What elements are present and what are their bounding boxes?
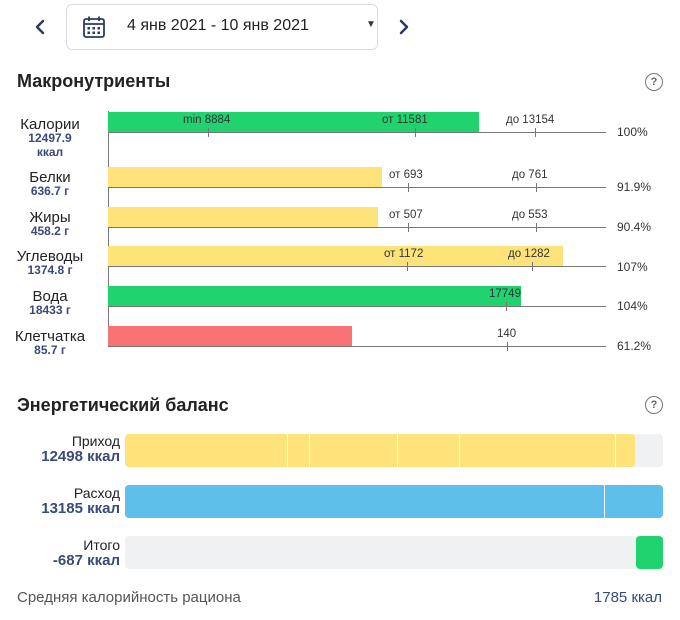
chevron-left-icon (35, 19, 45, 35)
calories-tick-min (208, 128, 209, 137)
water-tick-norm-label: 17749 (489, 288, 521, 300)
calories-value: 12497.9 (28, 131, 72, 145)
protein-tick-to (536, 183, 537, 192)
fiber-bar (108, 326, 352, 346)
carbs-value: 1374.8 г (27, 263, 73, 277)
expense-value: 13185 ккал (41, 500, 120, 517)
income-label: Приход (71, 433, 120, 449)
total-track (125, 536, 663, 569)
fiber-name: Клетчатка (14, 328, 86, 345)
fat-bar (108, 207, 378, 227)
water-percent: 104% (617, 299, 648, 313)
carbs-tick-from (407, 262, 408, 271)
carbs-bar (108, 246, 563, 266)
fiber-value: 85.7 г (34, 343, 66, 357)
protein-tick-from-label: от 693 (389, 169, 423, 181)
calendar-icon (82, 15, 106, 44)
calories-tick-min-label: min 8884 (183, 114, 231, 126)
date-range-text: 4 янв 2021 - 10 янв 2021 (127, 17, 309, 34)
protein-bar (108, 167, 382, 187)
next-week-button[interactable] (392, 15, 416, 39)
protein-baseline (108, 187, 606, 188)
calories-unit: ккал (36, 145, 64, 159)
fiber-baseline (108, 346, 606, 347)
calories-tick-from-label: от 11581 (382, 114, 428, 126)
calories-tick-to-label: до 13154 (506, 114, 555, 126)
chevron-right-icon (399, 19, 409, 35)
protein-name: Белки (29, 169, 71, 186)
fat-tick-from (408, 223, 409, 232)
income-separator (287, 434, 288, 467)
income-separator (459, 434, 460, 467)
date-range-select[interactable] (66, 4, 378, 50)
carbs-tick-to (532, 262, 533, 271)
protein-tick-from (408, 183, 409, 192)
dropdown-caret-icon: ▼ (366, 19, 376, 30)
macros-help-icon[interactable]: ? (645, 73, 663, 91)
fat-tick-from-label: от 507 (389, 209, 423, 221)
water-bar (108, 286, 521, 306)
fat-baseline (108, 227, 606, 228)
carbs-name: Углеводы (16, 248, 84, 265)
fiber-tick-norm (507, 342, 508, 351)
water-tick-norm (506, 302, 507, 311)
expense-bar (125, 485, 663, 518)
macros-axis (108, 111, 109, 345)
income-value: 12498 ккал (41, 448, 120, 465)
fat-tick-to-label: до 553 (512, 209, 548, 221)
income-separator (397, 434, 398, 467)
protein-percent: 91.9% (617, 180, 652, 194)
average-calories-label: Средняя калорийность рациона (17, 589, 241, 606)
calories-name: Калории (20, 116, 80, 133)
calories-percent: 100% (617, 125, 648, 139)
water-value: 18433 г (29, 303, 71, 317)
water-baseline (108, 306, 606, 307)
average-calories-value: 1785 ккал (593, 589, 662, 606)
fat-tick-to (536, 223, 537, 232)
total-label: Итого (83, 537, 120, 553)
expense-separator (604, 485, 605, 518)
fiber-tick-norm-label: 140 (497, 328, 517, 340)
water-name: Вода (32, 288, 68, 305)
calories-baseline (108, 132, 606, 133)
carbs-baseline (108, 266, 606, 267)
energy-help-icon[interactable]: ? (645, 396, 663, 414)
macros-title: Макронутриенты (17, 71, 171, 91)
prev-week-button[interactable] (28, 15, 52, 39)
fat-percent: 90.4% (617, 220, 652, 234)
carbs-tick-to-label: до 1282 (508, 248, 550, 260)
expense-label: Расход (73, 485, 120, 501)
fat-value: 458.2 г (30, 224, 70, 238)
carbs-percent: 107% (617, 260, 648, 274)
protein-value: 636.7 г (30, 184, 70, 198)
fat-name: Жиры (29, 209, 71, 226)
calories-bar (108, 112, 479, 132)
income-bar (125, 434, 635, 467)
total-value: -687 ккал (52, 552, 120, 569)
income-separator (615, 434, 616, 467)
income-separator (309, 434, 310, 467)
total-bar (636, 536, 663, 569)
calories-tick-from (415, 128, 416, 137)
carbs-tick-from-label: от 1172 (384, 248, 424, 260)
calories-tick-to (535, 128, 536, 137)
energy-title: Энергетический баланс (17, 395, 229, 415)
protein-tick-to-label: до 761 (512, 169, 548, 181)
fiber-percent: 61.2% (617, 339, 652, 353)
